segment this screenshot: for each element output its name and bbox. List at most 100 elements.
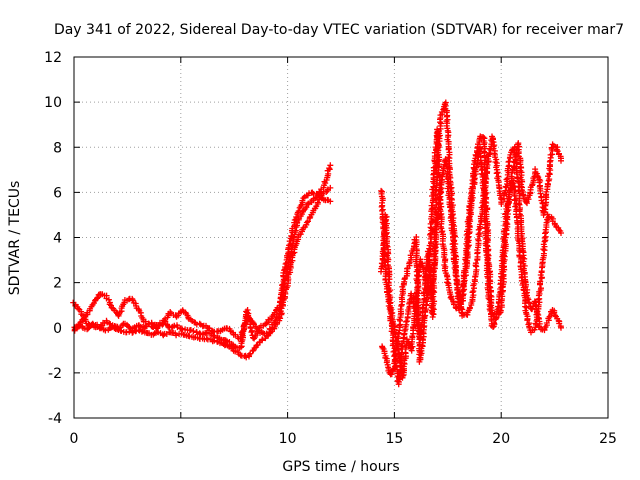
data-point: [316, 194, 323, 201]
data-point: [412, 301, 419, 308]
y-tick-label: 0: [53, 321, 62, 337]
data-point: [522, 283, 529, 290]
data-point: [537, 190, 544, 197]
data-point: [89, 320, 96, 327]
data-point: [459, 288, 466, 295]
data-point: [272, 317, 279, 324]
data-point: [148, 320, 155, 327]
data-point: [483, 225, 490, 232]
data-point: [537, 278, 544, 285]
data-point: [430, 306, 437, 313]
data-point: [403, 318, 409, 325]
data-point: [512, 203, 519, 210]
data-points: [70, 99, 564, 388]
data-point: [494, 169, 501, 176]
data-point: [106, 301, 113, 308]
data-point: [534, 172, 541, 179]
y-tick-label: -2: [48, 366, 62, 382]
y-tick-label: 10: [44, 95, 62, 111]
data-point: [259, 336, 266, 343]
data-point: [297, 231, 304, 238]
data-point: [521, 255, 528, 262]
data-point: [419, 342, 426, 349]
data-point: [395, 347, 401, 353]
data-point: [428, 202, 435, 209]
x-tick-label: 15: [385, 431, 403, 447]
data-point: [383, 213, 390, 220]
data-point: [203, 335, 210, 342]
data-point: [193, 329, 200, 336]
data-point: [429, 211, 436, 218]
data-point: [436, 193, 443, 200]
data-point: [469, 289, 476, 296]
data-point: [279, 282, 285, 289]
x-tick-label: 0: [70, 431, 79, 447]
data-point: [532, 302, 539, 309]
data-point: [421, 313, 428, 320]
data-point: [491, 319, 497, 326]
grid-lines: [74, 57, 608, 418]
y-tick-label: 2: [53, 276, 62, 292]
data-point: [390, 367, 397, 373]
data-point: [403, 318, 410, 325]
data-point: [514, 174, 521, 181]
data-point: [248, 329, 255, 336]
data-point: [537, 272, 544, 278]
data-point: [282, 261, 289, 267]
data-point: [399, 374, 406, 381]
data-point: [534, 310, 541, 317]
y-axis-title: SDTVAR / TECUs: [7, 181, 23, 296]
data-point: [254, 328, 261, 335]
data-point: [287, 241, 294, 247]
data-point: [240, 328, 247, 335]
data-point: [274, 313, 281, 320]
data-point: [386, 276, 393, 283]
data-point: [102, 327, 109, 334]
y-tick-label: 8: [53, 140, 62, 156]
data-point: [426, 253, 433, 260]
data-point: [314, 199, 321, 206]
data-point: [494, 303, 501, 310]
data-point: [477, 221, 484, 228]
data-point: [499, 247, 506, 254]
x-tick-label: 5: [176, 431, 185, 447]
data-point: [211, 333, 218, 340]
data-point: [432, 244, 439, 251]
data-point: [266, 329, 273, 336]
data-point: [506, 158, 513, 165]
y-tick-label: 6: [53, 185, 62, 201]
data-point: [517, 161, 524, 168]
data-point: [484, 162, 491, 168]
x-tick-label: 25: [599, 431, 617, 447]
data-point: [379, 207, 385, 214]
data-point: [476, 150, 483, 157]
data-point: [427, 231, 433, 238]
data-point: [558, 324, 564, 331]
data-point: [437, 196, 444, 203]
data-point: [426, 286, 433, 293]
data-point: [210, 332, 217, 339]
data-point: [552, 312, 558, 319]
data-point: [475, 226, 482, 233]
data-point: [280, 269, 287, 276]
data-point: [456, 296, 463, 303]
data-point: [244, 309, 250, 316]
y-tick-label: -4: [48, 411, 62, 427]
data-point: [444, 279, 451, 286]
data-point: [303, 219, 310, 226]
data-point: [460, 281, 467, 288]
data-point: [486, 151, 492, 158]
data-point: [540, 241, 547, 248]
data-point: [305, 218, 311, 225]
data-point: [190, 328, 197, 334]
data-point: [558, 230, 564, 236]
data-point: [327, 184, 334, 191]
data-point: [75, 305, 82, 312]
data-point: [432, 239, 439, 246]
data-point: [538, 285, 544, 292]
data-point: [432, 253, 439, 260]
chart-title: Day 341 of 2022, Sidereal Day-to-day VTE…: [54, 22, 624, 38]
data-point: [445, 146, 452, 153]
data-point: [291, 217, 298, 223]
